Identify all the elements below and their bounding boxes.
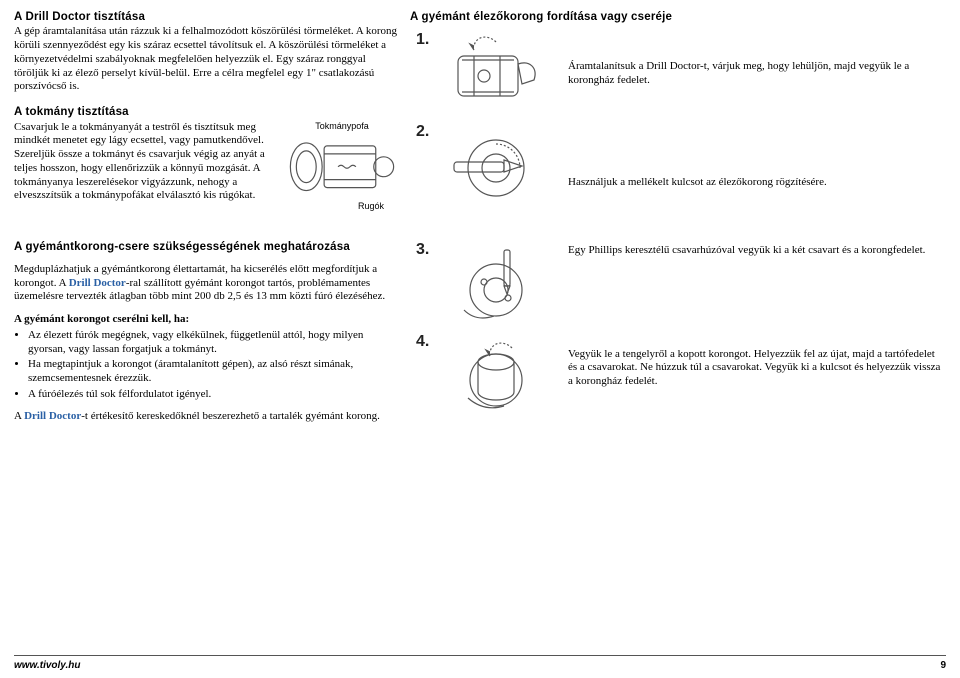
brand-name: Drill Doctor — [24, 410, 81, 422]
chuck-figure: Tokmánypofa Rugók — [282, 121, 402, 213]
step-number: 1. — [416, 30, 436, 50]
list-item: A fúróélezés túl sok félfordulatot igény… — [28, 388, 402, 402]
body-text: Megduplázhatjuk a gyémántkorong élettart… — [14, 263, 402, 304]
section-title: A Drill Doctor tisztítása — [14, 10, 402, 24]
step-caption: Vegyük le a tengelyről a kopott korongot… — [568, 348, 946, 425]
list-item: Az élezett fúrók megégnek, vagy elkéküln… — [28, 329, 402, 357]
page-number: 9 — [940, 660, 946, 673]
body-text: Csavarjuk le a tokmányanyát a testről és… — [14, 121, 272, 212]
fig-label: Tokmánypofa — [315, 121, 369, 132]
step-number: 3. — [416, 240, 436, 260]
step-number: 4. — [416, 332, 436, 352]
section-title: A gyémántkorong-csere szükségességének m… — [14, 240, 402, 254]
step-2-image — [442, 122, 550, 214]
section-title: A gyémánt élezőkorong fordítása vagy cse… — [410, 10, 554, 24]
brand-name: Drill Doctor — [69, 277, 126, 289]
fig-label: Rugók — [358, 201, 384, 212]
step-1-image — [442, 30, 550, 122]
step-4-image — [442, 332, 550, 424]
step-caption: Használjuk a mellékelt kulcsot az élezők… — [568, 176, 946, 214]
list-item: Ha megtapintjuk a korongot (áramtalaníto… — [28, 358, 402, 386]
body-text: A Drill Doctor-t értékesítő kereskedőkné… — [14, 410, 402, 424]
step-caption: Áramtalanítsuk a Drill Doctor-t, várjuk … — [568, 60, 946, 112]
sub-heading: A gyémánt korongot cserélni kell, ha: — [14, 313, 402, 327]
step-number: 2. — [416, 122, 436, 142]
bullet-list: Az élezett fúrók megégnek, vagy elkéküln… — [14, 329, 402, 402]
step-caption: Egy Phillips keresztélű csavarhúzóval ve… — [568, 244, 946, 293]
section-title: A tokmány tisztítása — [14, 105, 402, 119]
footer-link: www.tivoly.hu — [14, 660, 80, 673]
step-3-image — [442, 240, 550, 332]
body-text: A gép áramtalanítása után rázzuk ki a fe… — [14, 25, 402, 94]
